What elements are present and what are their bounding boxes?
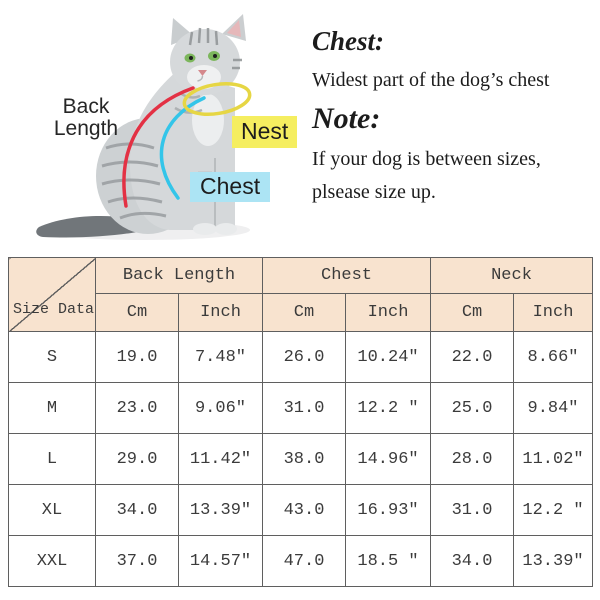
size-cell: XL: [8, 484, 96, 536]
value-cell: 26.0: [262, 331, 346, 383]
note-heading: Note:: [312, 102, 381, 135]
back-length-label: Back Length: [53, 95, 119, 141]
table-row-m: M 23.0 9.06″ 31.0 12.2 ″ 25.0 9.84″: [8, 382, 594, 434]
value-cell: 38.0: [262, 433, 346, 485]
value-cell: 13.39″: [513, 535, 594, 587]
value-cell: 31.0: [262, 382, 346, 434]
value-cell: 22.0: [430, 331, 515, 383]
value-cell: 11.02″: [513, 433, 594, 485]
table-row-xl: XL 34.0 13.39″ 43.0 16.93″ 31.0 12.2 ″: [8, 484, 594, 536]
value-cell: 34.0: [430, 535, 515, 587]
chest-description: Widest part of the dog’s chest: [312, 69, 550, 91]
value-cell: 9.06″: [178, 382, 263, 434]
value-cell: 11.42″: [178, 433, 263, 485]
size-data-corner-cell: Size Data: [8, 257, 96, 332]
unit-header-cm: Cm: [95, 293, 179, 332]
value-cell: 8.66″: [513, 331, 594, 383]
back-length-line: [122, 86, 195, 208]
value-cell: 7.48″: [178, 331, 263, 383]
neck-ring: [182, 82, 252, 116]
value-cell: 13.39″: [178, 484, 263, 536]
column-group-chest: Chest: [261, 257, 432, 294]
table-row-s: S 19.0 7.48″ 26.0 10.24″ 22.0 8.66″: [8, 331, 594, 383]
size-table: Size Data Back Length Chest Neck Cm Inch…: [8, 257, 594, 587]
chest-heading: Chest:: [312, 26, 385, 56]
unit-header-inch: Inch: [344, 293, 432, 332]
value-cell: 10.24″: [344, 331, 432, 383]
unit-header-inch: Inch: [178, 293, 263, 332]
value-cell: 12.2 ″: [513, 484, 594, 536]
size-cell: M: [8, 382, 96, 434]
value-cell: 28.0: [430, 433, 515, 485]
info-text-block: Chest: Widest part of the dog’s chest No…: [312, 26, 598, 204]
value-cell: 29.0: [95, 433, 179, 485]
note-line-1: If your dog is between sizes,: [312, 148, 541, 170]
chest-line: [159, 96, 206, 200]
value-cell: 12.2 ″: [344, 382, 432, 434]
value-cell: 37.0: [95, 535, 179, 587]
unit-header-cm: Cm: [262, 293, 346, 332]
value-cell: 16.93″: [344, 484, 432, 536]
value-cell: 23.0: [95, 382, 179, 434]
chest-label: Chest: [190, 172, 271, 202]
size-cell: XXL: [8, 535, 96, 587]
size-cell: L: [8, 433, 96, 485]
size-cell: S: [8, 331, 96, 383]
corner-label: Size Data: [13, 301, 95, 318]
table-row-xxl: XXL 37.0 14.57″ 47.0 18.5 ″ 34.0 13.39″: [8, 535, 594, 587]
value-cell: 14.96″: [344, 433, 432, 485]
value-cell: 34.0: [95, 484, 179, 536]
unit-header-cm: Cm: [430, 293, 515, 332]
nest-label: Nest: [232, 116, 298, 148]
column-group-back-length: Back Length: [95, 257, 263, 294]
note-line-2: plsease size up.: [312, 181, 436, 203]
column-group-neck: Neck: [430, 257, 594, 294]
value-cell: 25.0: [430, 382, 515, 434]
table-row-l: L 29.0 11.42″ 38.0 14.96″ 28.0 11.02″: [8, 433, 594, 485]
value-cell: 9.84″: [513, 382, 594, 434]
value-cell: 47.0: [262, 535, 346, 587]
value-cell: 31.0: [430, 484, 515, 536]
value-cell: 43.0: [262, 484, 346, 536]
value-cell: 18.5 ″: [344, 535, 432, 587]
value-cell: 19.0: [95, 331, 179, 383]
unit-header-inch: Inch: [513, 293, 594, 332]
value-cell: 14.57″: [178, 535, 263, 587]
